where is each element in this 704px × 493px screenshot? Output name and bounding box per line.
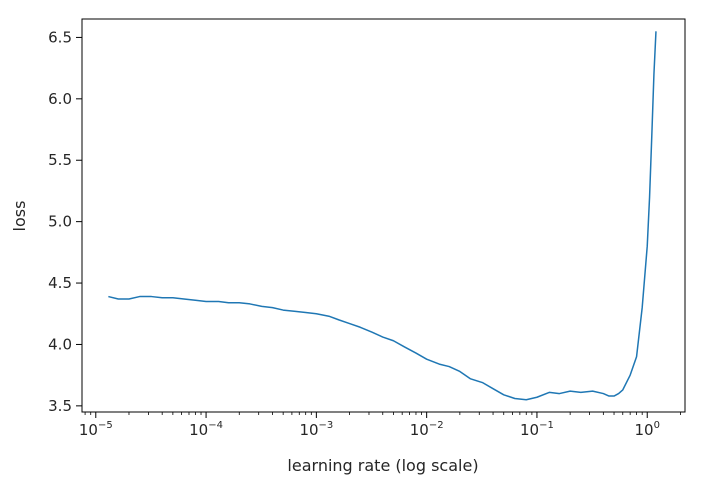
x-tick-exponent: −1: [539, 420, 554, 431]
series-layer: [108, 31, 657, 401]
x-tick-base: 10: [410, 421, 429, 439]
loss-curve-line: [108, 31, 657, 401]
y-tick-label: 6.5: [48, 28, 72, 46]
x-tick-exponent: −5: [98, 420, 113, 431]
y-tick-label: 6.0: [48, 90, 72, 108]
x-tick-label: 10−3: [299, 420, 333, 439]
x-tick-exponent: 0: [654, 420, 660, 431]
y-tick-label: 5.5: [48, 151, 72, 169]
x-tick-label: 10−4: [189, 420, 223, 439]
x-axis-ticks: 10−5 10−4 10−3 10−2 10−1 100: [79, 412, 681, 439]
plot-area: [81, 18, 686, 413]
x-tick-base: 10: [79, 421, 98, 439]
x-tick-label: 10−5: [79, 420, 113, 439]
x-tick-base: 10: [299, 421, 318, 439]
y-tick-label: 5.0: [48, 213, 72, 231]
x-tick-base: 10: [634, 421, 653, 439]
y-axis-label: loss: [10, 201, 29, 232]
x-tick-exponent: −2: [429, 420, 444, 431]
x-axis-label: learning rate (log scale): [287, 456, 478, 475]
y-tick-label: 4.0: [48, 335, 72, 353]
x-tick-exponent: −3: [319, 420, 334, 431]
y-tick-label: 4.5: [48, 274, 72, 292]
x-tick-label: 10−1: [520, 420, 554, 439]
x-tick-label: 10−2: [410, 420, 444, 439]
x-tick-label: 100: [634, 420, 659, 439]
x-tick-exponent: −4: [208, 420, 223, 431]
y-axis-ticks: 3.5 4.0 4.5 5.0 5.5 6.0 6.5: [48, 28, 82, 415]
x-tick-base: 10: [520, 421, 539, 439]
x-tick-base: 10: [189, 421, 208, 439]
y-tick-label: 3.5: [48, 397, 72, 415]
